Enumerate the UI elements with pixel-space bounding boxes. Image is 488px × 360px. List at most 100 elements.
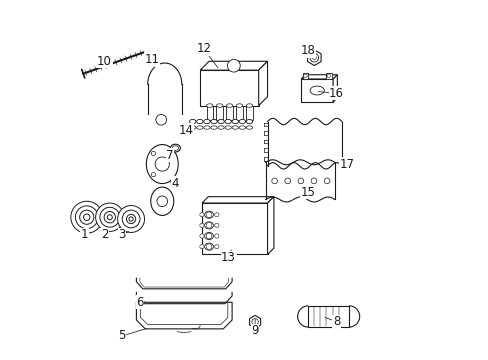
Text: 3: 3 [118,229,125,242]
Ellipse shape [170,144,180,152]
Ellipse shape [226,104,232,107]
Ellipse shape [224,120,231,123]
Text: 8: 8 [332,315,340,328]
Circle shape [324,178,329,184]
Text: 13: 13 [221,252,236,265]
Ellipse shape [218,120,224,123]
Text: 7: 7 [166,149,173,162]
Text: 16: 16 [328,87,344,100]
Bar [200,70,258,105]
Ellipse shape [224,126,231,129]
Ellipse shape [204,243,213,250]
Text: 1: 1 [81,229,88,242]
Ellipse shape [204,222,213,229]
Ellipse shape [196,126,203,129]
Circle shape [326,74,330,77]
Circle shape [214,223,219,228]
Ellipse shape [210,126,217,129]
Ellipse shape [206,104,212,107]
Polygon shape [267,197,273,255]
Text: 10: 10 [97,55,112,68]
Circle shape [206,222,211,228]
Circle shape [169,151,173,156]
Ellipse shape [246,120,252,123]
Polygon shape [200,61,267,70]
Circle shape [303,74,306,77]
Ellipse shape [189,126,196,129]
Circle shape [200,244,203,249]
Circle shape [251,319,258,325]
Circle shape [271,178,277,184]
Circle shape [96,203,124,231]
Circle shape [227,59,240,72]
Ellipse shape [239,126,245,129]
Ellipse shape [146,145,178,184]
Circle shape [214,213,219,217]
Circle shape [214,244,219,249]
Text: 12: 12 [196,42,211,55]
Ellipse shape [232,120,238,123]
Polygon shape [202,197,273,203]
Circle shape [104,212,115,223]
Ellipse shape [246,126,252,129]
Circle shape [309,53,318,62]
Circle shape [157,196,167,207]
Circle shape [107,215,112,220]
Ellipse shape [189,120,196,123]
Polygon shape [249,315,260,328]
Circle shape [151,151,155,156]
Text: 4: 4 [171,177,179,190]
Ellipse shape [196,120,203,123]
Circle shape [200,223,203,228]
Polygon shape [258,61,267,105]
Circle shape [312,56,316,60]
Text: 11: 11 [144,53,160,66]
Bar [302,73,307,79]
Ellipse shape [216,104,223,107]
Text: 5: 5 [118,329,125,342]
Circle shape [297,178,303,184]
Ellipse shape [246,104,252,107]
Ellipse shape [239,120,245,123]
Circle shape [122,210,140,228]
Bar [301,79,332,102]
Circle shape [310,178,316,184]
Bar [216,105,223,120]
Ellipse shape [172,146,178,150]
Ellipse shape [210,120,217,123]
Ellipse shape [309,86,324,95]
Ellipse shape [150,187,173,215]
Polygon shape [301,75,337,79]
Text: 18: 18 [300,44,315,57]
Circle shape [126,215,135,224]
Ellipse shape [204,233,213,239]
Ellipse shape [232,126,238,129]
Ellipse shape [236,104,242,107]
Circle shape [118,206,144,233]
Circle shape [214,234,219,238]
Circle shape [83,214,90,220]
Text: 15: 15 [300,186,315,199]
Circle shape [206,212,211,217]
Text: 17: 17 [339,158,354,171]
Bar [307,306,348,327]
Bar [236,105,242,120]
Text: 2: 2 [101,229,108,242]
Circle shape [129,217,133,221]
Circle shape [200,234,203,238]
Circle shape [155,157,169,171]
Polygon shape [307,50,321,66]
Bar [202,203,267,255]
Ellipse shape [203,120,210,123]
Circle shape [151,172,155,177]
Circle shape [100,207,120,227]
Circle shape [200,213,203,217]
Polygon shape [136,302,232,329]
Circle shape [80,210,94,224]
Circle shape [156,114,166,125]
Text: 6: 6 [136,296,143,309]
Circle shape [71,201,102,233]
Circle shape [75,206,98,229]
Ellipse shape [218,126,224,129]
Circle shape [285,178,290,184]
